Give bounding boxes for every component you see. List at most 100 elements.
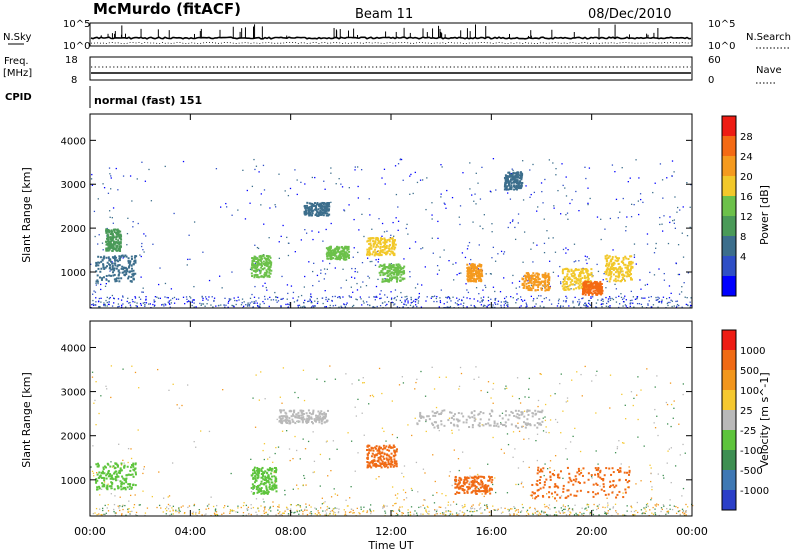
ground-scatter-point [607,504,609,506]
echo-cell [117,274,120,277]
scatter-point [384,183,386,185]
echo-cell [468,277,471,280]
ground-scatter-point [488,511,491,513]
ground-scatter-point [638,303,641,305]
colorbar-segment [722,156,736,176]
scatter-point [294,511,296,514]
scatter-point [511,168,513,170]
echo-cell [385,244,388,247]
ground-scatter-point [618,295,620,298]
ground-scatter-point [687,304,689,307]
ground-scatter-point [425,509,427,511]
ground-scatter-point [322,510,324,512]
ground-scatter-point [122,504,124,507]
echo-cell [395,267,398,270]
ground-scatter-point [127,510,129,512]
echo-cell [267,481,270,484]
scatter-point [381,177,383,179]
scatter-point [629,177,631,179]
echo-cell [518,177,521,180]
ground-scatter-point [407,512,409,514]
scatter-point [505,189,508,191]
echo-cell [347,248,350,251]
scatter-point [541,301,543,303]
scatter-point [471,267,473,269]
echo-cell [533,281,536,284]
ground-scatter-point [127,511,129,514]
echo-cell [519,175,522,178]
echo-cell [113,467,116,470]
ground-scatter-point [406,295,408,298]
ground-scatter-point [557,300,560,302]
echo-cell [115,249,118,252]
ground-scatter-point [207,503,210,506]
scatter-point [633,203,635,206]
scatter-point [459,366,462,369]
ground-scatter-point [189,295,191,298]
echo-cell [119,467,122,470]
scatter-point [260,371,262,373]
scatter-point [145,235,147,237]
scatter-point [615,288,618,290]
ground-scatter-point [293,512,295,514]
scatter-point [553,205,555,207]
scatter-point [325,228,327,231]
scatter-point [252,488,254,490]
scatter-point [275,446,277,449]
echo-cell [252,472,255,475]
ground-scatter-point [145,302,148,304]
scatter-point [92,472,95,474]
echo-cell [116,230,119,233]
ground-scatter-point [136,302,138,304]
ground-scatter-point [657,306,659,308]
echo-cell [120,245,123,248]
echo-cell [630,255,633,258]
echo-cell [594,289,597,292]
scatter-point [140,276,142,278]
echo-cell [622,274,625,277]
scatter-point [538,295,540,297]
echo-cell [130,276,133,279]
ground-scatter-point [404,296,406,298]
scatter-point [292,488,294,490]
ground-scatter-point [612,506,615,508]
scatter-point [562,184,564,187]
ground-scatter-point [527,512,529,515]
scatter-point [559,305,562,307]
echo-cell [507,180,510,183]
ground-scatter-point [592,509,594,511]
echo-cell [389,272,392,275]
ground-scatter-point [169,505,171,507]
scatter-point [463,302,465,304]
echo-cell [562,287,565,290]
scatter-point [313,460,316,463]
echo-cell [618,257,621,260]
scatter-point [289,302,291,304]
ground-scatter-point [615,296,617,299]
scatter-point [506,492,509,494]
echo-cell [480,272,483,275]
echo-cell [315,212,318,215]
scatter-point [646,233,649,235]
echo-cell [108,231,111,234]
ground-scatter-point [254,302,256,304]
ground-scatter-point [344,514,346,516]
scatter-point [134,301,136,303]
scatter-point [110,461,112,463]
scatter-point [528,377,530,380]
scatter-point [456,514,458,516]
ground-scatter-point [450,300,452,302]
echo-cell [117,471,120,474]
ground-scatter-point [459,510,461,512]
echo-cell [598,292,601,295]
scatter-point [308,261,310,263]
echo-cell [102,263,105,266]
echo-cell [112,228,115,231]
echo-cell [627,264,630,267]
scatter-point [257,247,260,250]
echo-cell [313,202,316,205]
scatter-point [517,222,519,224]
scatter-point [595,374,597,377]
ground-scatter-point [279,511,281,513]
echo-cell [124,266,127,269]
